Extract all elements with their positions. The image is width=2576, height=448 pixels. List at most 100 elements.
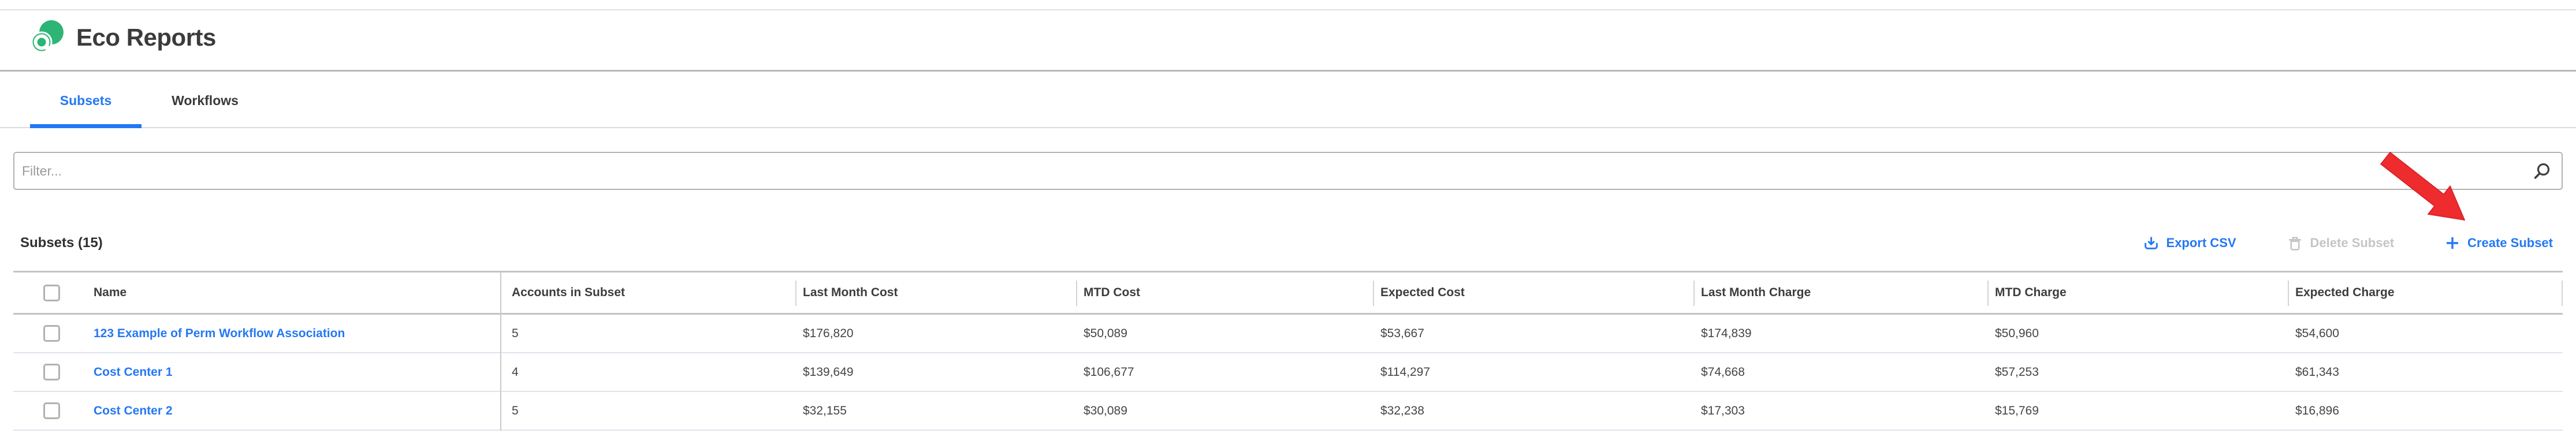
create-subset-label: Create Subset: [2467, 236, 2553, 250]
accounts-value: 4: [512, 365, 519, 379]
row-expected-charge-cell: $16,896: [2288, 392, 2563, 430]
row-accounts-cell: 4: [500, 353, 795, 391]
select-all-checkbox[interactable]: [43, 284, 60, 301]
tab-subsets[interactable]: Subsets: [30, 73, 142, 128]
delete-subset-button[interactable]: Delete Subset: [2287, 236, 2395, 251]
tab-workflows-label: Workflows: [172, 92, 239, 108]
col-expected-charge-label: Expected Charge: [2295, 286, 2395, 299]
subset-name-link[interactable]: Cost Center 1: [94, 365, 173, 379]
header-cell-mtd-cost: MTD Cost: [1076, 272, 1373, 313]
table-row: Cost Center 1 4 $139,649 $106,677 $114,2…: [13, 353, 2563, 392]
row-expected-charge-cell: $54,600: [2288, 315, 2563, 352]
row-last-month-cost-cell: $176,820: [795, 315, 1076, 352]
header-cell-expected-charge: Expected Charge: [2288, 272, 2563, 313]
name-column-divider: [500, 271, 501, 431]
row-checkbox[interactable]: [43, 325, 60, 342]
table-row: 123 Example of Perm Workflow Association…: [13, 315, 2563, 353]
header-divider: [0, 70, 2576, 72]
delete-subset-label: Delete Subset: [2310, 236, 2395, 250]
row-checkbox[interactable]: [43, 364, 60, 380]
col-last-month-cost-label: Last Month Cost: [803, 286, 898, 299]
app-header: Eco Reports: [31, 17, 216, 58]
search-icon[interactable]: [2533, 162, 2551, 180]
eco-logo-icon: [31, 20, 64, 54]
row-last-month-charge-cell: $74,668: [1693, 353, 1987, 391]
row-name-cell: 123 Example of Perm Workflow Association: [13, 315, 500, 352]
expected-charge-value: $16,896: [2295, 404, 2339, 417]
row-last-month-charge-cell: $17,303: [1693, 392, 1987, 430]
row-expected-charge-cell: $61,343: [2288, 353, 2563, 391]
row-accounts-cell: 5: [500, 392, 795, 430]
row-name-cell: Cost Center 1: [13, 353, 500, 391]
plus-icon: [2447, 237, 2459, 249]
header-cell-accounts: Accounts in Subset: [500, 272, 795, 313]
row-mtd-cost-cell: $106,677: [1076, 353, 1373, 391]
col-mtd-cost-label: MTD Cost: [1084, 286, 1140, 299]
subset-name-link[interactable]: Cost Center 2: [94, 404, 173, 417]
col-last-month-charge-label: Last Month Charge: [1701, 286, 1811, 299]
trash-icon: [2288, 236, 2301, 251]
row-name-cell: Cost Center 2: [13, 392, 500, 430]
header-cell-expected-cost: Expected Cost: [1373, 272, 1693, 313]
expected-charge-value: $54,600: [2295, 326, 2339, 340]
last-month-cost-value: $32,155: [803, 404, 847, 417]
header-cell-name: Name: [13, 272, 500, 313]
table-actions: Export CSV Delete Subset Create Subset: [2143, 236, 2553, 251]
header-cell-mtd-charge: MTD Charge: [1987, 272, 2288, 313]
last-month-charge-value: $17,303: [1701, 404, 1745, 417]
col-accounts-label: Accounts in Subset: [512, 286, 626, 299]
col-name-label: Name: [94, 286, 127, 299]
row-accounts-cell: 5: [500, 315, 795, 352]
subset-name-link[interactable]: 123 Example of Perm Workflow Association: [94, 326, 345, 340]
accounts-value: 5: [512, 326, 519, 340]
expected-charge-value: $61,343: [2295, 365, 2339, 379]
header-cell-last-month-cost: Last Month Cost: [795, 272, 1076, 313]
row-mtd-cost-cell: $30,089: [1076, 392, 1373, 430]
row-checkbox[interactable]: [43, 402, 60, 419]
mtd-cost-value: $30,089: [1084, 404, 1127, 417]
col-mtd-charge-label: MTD Charge: [1995, 286, 2067, 299]
header-cell-last-month-charge: Last Month Charge: [1693, 272, 1987, 313]
row-mtd-charge-cell: $50,960: [1987, 315, 2288, 352]
row-expected-cost-cell: $53,667: [1373, 315, 1693, 352]
row-mtd-charge-cell: $15,769: [1987, 392, 2288, 430]
tab-subsets-label: Subsets: [59, 92, 112, 108]
export-csv-button[interactable]: Export CSV: [2143, 236, 2236, 251]
mtd-cost-value: $106,677: [1084, 365, 1134, 379]
table-header-row: Name Accounts in Subset Last Month Cost …: [13, 271, 2563, 315]
tab-bar-track: [0, 127, 2576, 128]
section-title: Subsets (15): [20, 235, 103, 251]
create-subset-button[interactable]: Create Subset: [2445, 236, 2553, 251]
expected-cost-value: $32,238: [1380, 404, 1424, 417]
row-mtd-charge-cell: $57,253: [1987, 353, 2288, 391]
tab-workflows[interactable]: Workflows: [142, 73, 269, 128]
download-icon: [2144, 237, 2158, 249]
last-month-cost-value: $176,820: [803, 326, 854, 340]
filter-bar: [13, 152, 2563, 190]
last-month-charge-value: $74,668: [1701, 365, 1745, 379]
mtd-charge-value: $15,769: [1995, 404, 2039, 417]
tab-bar: Subsets Workflows: [0, 73, 2576, 128]
mtd-charge-value: $50,960: [1995, 326, 2039, 340]
filter-input[interactable]: [13, 152, 2563, 190]
last-month-cost-value: $139,649: [803, 365, 854, 379]
row-mtd-cost-cell: $50,089: [1076, 315, 1373, 352]
section-row: Subsets (15) Export CSV Delete Subset: [20, 229, 2553, 257]
mtd-cost-value: $50,089: [1084, 326, 1127, 340]
page-title: Eco Reports: [76, 24, 216, 51]
expected-cost-value: $114,297: [1380, 365, 1431, 379]
row-last-month-cost-cell: $139,649: [795, 353, 1076, 391]
subsets-table: Name Accounts in Subset Last Month Cost …: [13, 271, 2563, 431]
col-expected-cost-label: Expected Cost: [1380, 286, 1465, 299]
accounts-value: 5: [512, 404, 519, 417]
row-last-month-cost-cell: $32,155: [795, 392, 1076, 430]
last-month-charge-value: $174,839: [1701, 326, 1752, 340]
table-row: Cost Center 2 5 $32,155 $30,089 $32,238 …: [13, 392, 2563, 431]
row-expected-cost-cell: $114,297: [1373, 353, 1693, 391]
mtd-charge-value: $57,253: [1995, 365, 2039, 379]
top-edge-divider: [0, 9, 2576, 10]
export-csv-label: Export CSV: [2166, 236, 2236, 250]
row-expected-cost-cell: $32,238: [1373, 392, 1693, 430]
row-last-month-charge-cell: $174,839: [1693, 315, 1987, 352]
